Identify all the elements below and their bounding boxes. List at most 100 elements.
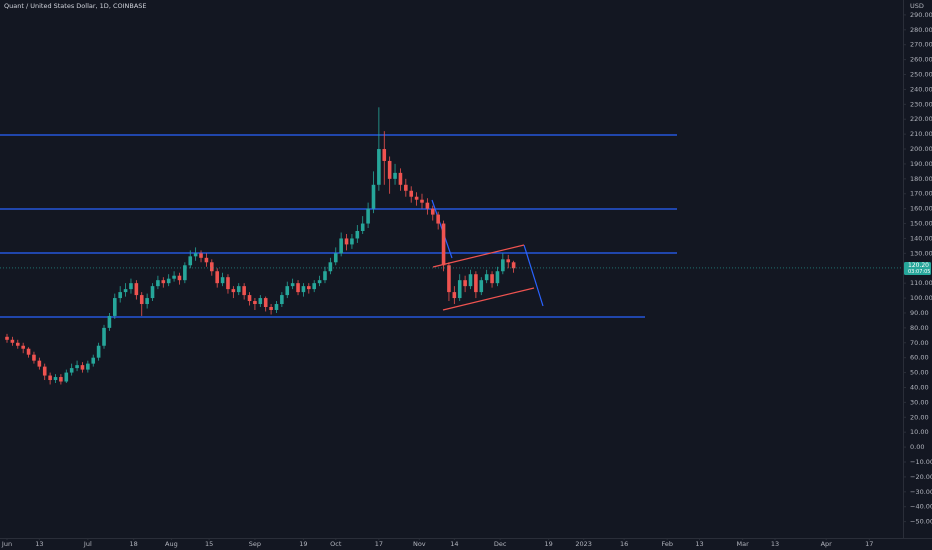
candle-body — [247, 295, 252, 302]
candle-body — [409, 190, 414, 197]
candle-body — [134, 283, 139, 296]
x-tick-label: Sep — [249, 540, 261, 548]
candle-body — [420, 199, 424, 203]
y-tick-label: 190.00 — [910, 160, 932, 168]
candle-body — [193, 253, 198, 257]
candle-body — [204, 257, 209, 263]
candle-body — [344, 238, 349, 245]
candle-body — [91, 357, 96, 364]
y-tick-label: 40.00 — [910, 383, 929, 391]
candle-body — [231, 289, 236, 293]
candle-body — [360, 223, 365, 231]
y-tick-label: 10.00 — [910, 428, 929, 436]
y-tick-label: 160.00 — [910, 205, 932, 213]
channel-line[interactable] — [432, 244, 525, 268]
x-tick-label: 13 — [771, 540, 779, 548]
candle-body — [474, 274, 478, 293]
y-tick-label: 140.00 — [910, 234, 932, 242]
candle-body — [274, 304, 279, 310]
x-tick-label: 13 — [695, 540, 703, 548]
candle-body — [172, 275, 176, 279]
candle-body — [484, 274, 489, 281]
candle-body — [183, 265, 187, 281]
candle-body — [296, 283, 300, 293]
last-price-badge — [904, 261, 931, 275]
x-tick-label: 17 — [865, 540, 873, 548]
trend-line[interactable] — [523, 244, 544, 307]
candle-body — [468, 274, 473, 287]
candle-body — [226, 277, 230, 290]
candle-body — [10, 339, 15, 343]
candle-body — [404, 184, 408, 191]
y-tick-label: 100.00 — [910, 294, 932, 302]
candle-body — [69, 368, 74, 373]
candle-body — [32, 354, 36, 361]
candle-body — [387, 160, 392, 179]
candles — [5, 107, 516, 385]
candle-body — [436, 214, 440, 224]
y-tick-label: 290.00 — [910, 11, 932, 19]
countdown: 03:07:05 — [908, 269, 930, 275]
candle-body — [5, 336, 9, 340]
candle-body — [188, 256, 193, 266]
candle-body — [430, 208, 435, 215]
candle-body — [118, 292, 122, 299]
y-tick-label: 200.00 — [910, 145, 932, 153]
candle-body — [53, 377, 58, 381]
y-tick-label: 210.00 — [910, 130, 932, 138]
y-tick-label: 230.00 — [910, 100, 932, 108]
x-tick-label: 2023 — [575, 540, 592, 548]
candle-body — [398, 172, 403, 185]
candle-body — [447, 265, 451, 293]
x-tick-label: Oct — [330, 540, 342, 548]
x-tick-label: Aug — [165, 540, 178, 548]
x-tick-label: Mar — [737, 540, 750, 548]
y-tick-label: 80.00 — [910, 324, 929, 332]
candle-body — [21, 345, 25, 349]
y-tick-label: 110.00 — [910, 279, 932, 287]
y-tick-label: 30.00 — [910, 398, 929, 406]
x-tick-label: Nov — [413, 540, 426, 548]
candle-body — [215, 271, 219, 284]
candle-body — [156, 280, 160, 287]
y-tick-label: 180.00 — [910, 175, 932, 183]
candle-body — [328, 262, 333, 272]
last-price-label: 120.20 — [908, 262, 929, 269]
y-tick-label: 20.00 — [910, 413, 929, 421]
drawings — [0, 134, 677, 318]
candle-body — [210, 262, 214, 272]
x-tick-label: 19 — [545, 540, 553, 548]
candle-body — [301, 286, 306, 293]
candle-body — [366, 208, 370, 224]
chart-title: Quant / United States Dollar, 1D, COINBA… — [4, 2, 147, 10]
x-tick-label: 15 — [205, 540, 213, 548]
y-tick-label: 70.00 — [910, 339, 929, 347]
channel-line[interactable] — [442, 287, 535, 311]
candle-body — [86, 363, 90, 370]
y-tick-label: 280.00 — [910, 26, 932, 34]
candle-body — [42, 366, 47, 376]
y-tick-label: −10.00 — [910, 458, 932, 466]
x-tick-label: Jul — [83, 540, 92, 548]
candle-body — [285, 286, 290, 296]
y-tick-label: −30.00 — [910, 488, 932, 496]
candle-body — [263, 298, 268, 308]
candle-body — [123, 289, 128, 293]
y-tick-label: 240.00 — [910, 85, 932, 93]
y-tick-label: 0.00 — [910, 443, 924, 451]
y-tick-label: 130.00 — [910, 249, 932, 257]
candle-body — [102, 327, 106, 346]
candle-body — [457, 280, 462, 299]
y-tick-label: 90.00 — [910, 309, 929, 317]
candle-body — [495, 271, 500, 284]
x-tick-label: 13 — [35, 540, 43, 548]
candle-body — [150, 286, 155, 299]
y-tick-label: −40.00 — [910, 503, 932, 511]
candle-body — [441, 223, 446, 266]
candle-body — [236, 286, 241, 293]
y-tick-label: −50.00 — [910, 518, 932, 526]
candle-body — [307, 286, 311, 290]
y-tick-label: 270.00 — [910, 41, 932, 49]
candle-body — [501, 259, 505, 272]
